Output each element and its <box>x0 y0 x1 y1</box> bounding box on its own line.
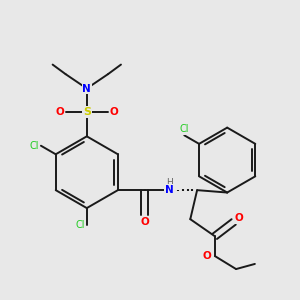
Text: N: N <box>82 83 91 94</box>
Text: O: O <box>203 251 212 261</box>
Text: O: O <box>234 213 243 223</box>
Text: H: H <box>166 178 172 187</box>
Text: O: O <box>55 107 64 117</box>
Text: O: O <box>110 107 118 117</box>
Text: Cl: Cl <box>76 220 85 230</box>
Text: Cl: Cl <box>30 141 39 151</box>
Text: Cl: Cl <box>179 124 189 134</box>
Text: N: N <box>165 185 173 195</box>
Text: S: S <box>83 107 91 117</box>
Text: O: O <box>140 217 149 226</box>
